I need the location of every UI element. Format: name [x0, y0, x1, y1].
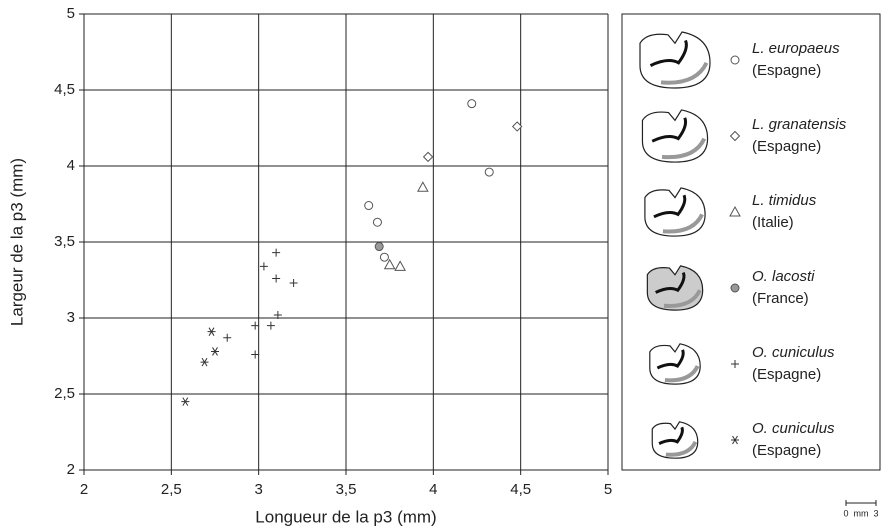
legend-marker	[731, 360, 739, 368]
x-axis-label: Longueur de la p3 (mm)	[255, 507, 436, 526]
marker-filled-circle	[374, 242, 384, 252]
x-tick-label: 4	[429, 481, 437, 498]
legend-locality: (Espagne)	[752, 62, 821, 79]
scale-bar	[845, 500, 877, 506]
x-tick-label: 3,5	[336, 481, 357, 498]
marker-plus	[259, 262, 268, 271]
marker-plus	[272, 274, 281, 283]
marker-plus	[289, 279, 298, 288]
legend-locality: (Espagne)	[752, 366, 821, 383]
marker-asterisk	[211, 347, 219, 356]
tooth-enamel	[665, 440, 698, 457]
legend-name: O. cuniculus	[752, 420, 835, 437]
tooth-fold	[656, 349, 685, 370]
marker-diamond	[422, 151, 434, 163]
marker-circle	[364, 201, 374, 211]
marker-triangle	[417, 181, 429, 192]
y-tick-label: 3	[67, 309, 75, 326]
legend-locality: (France)	[752, 290, 809, 307]
tooth-fold	[658, 426, 684, 446]
tooth-enamel	[663, 289, 702, 308]
x-tick-label: 2	[80, 481, 88, 498]
legend-marker	[730, 55, 740, 65]
marker-plus	[266, 321, 275, 330]
scale-unit: mm	[854, 508, 869, 518]
marker-circle	[379, 252, 389, 262]
tooth-enamel	[660, 61, 709, 85]
marker-plus	[251, 321, 260, 330]
y-tick-label: 2	[67, 461, 75, 478]
tooth-fold	[651, 117, 688, 143]
legend-name: L. europaeus	[752, 40, 840, 57]
scale-end: 3	[873, 508, 878, 518]
marker-circle	[484, 167, 494, 177]
legend-name: L. timidus	[752, 192, 817, 209]
marker-diamond	[511, 121, 523, 132]
y-axis-label: Largeur de la p3 (mm)	[7, 158, 26, 326]
legend-box	[621, 13, 881, 471]
tooth-fold	[649, 39, 688, 67]
x-tick-label: 4,5	[510, 481, 531, 498]
marker-asterisk	[181, 397, 190, 406]
marker-circle	[372, 217, 382, 227]
scale-start: 0	[843, 508, 848, 518]
legend-locality: (Espagne)	[752, 442, 821, 459]
y-tick-label: 3,5	[54, 233, 75, 250]
y-tick-label: 2,5	[54, 385, 75, 402]
marker-plus	[251, 350, 260, 359]
legend-name: O. cuniculus	[752, 344, 835, 361]
y-tick-label: 4	[67, 157, 75, 174]
x-tick-label: 2,5	[161, 481, 182, 498]
marker-plus	[223, 333, 232, 342]
legend-locality: (Italie)	[752, 214, 794, 231]
marker-triangle	[383, 258, 396, 270]
legend-marker	[729, 205, 741, 217]
y-tick-label: 5	[67, 5, 75, 22]
legend-marker	[729, 130, 741, 142]
tooth-fold	[654, 271, 686, 294]
marker-asterisk	[200, 357, 209, 367]
marker-plus	[273, 310, 282, 319]
x-tick-label: 3	[254, 481, 262, 498]
marker-asterisk	[207, 327, 216, 336]
tooth-fold	[653, 194, 687, 219]
marker-circle	[467, 99, 477, 109]
legend-name: O. lacosti	[752, 268, 815, 285]
legend-name: L. granatensis	[752, 116, 847, 133]
y-tick-label: 4,5	[54, 81, 75, 98]
x-tick-label: 5	[604, 481, 612, 498]
legend-marker	[731, 435, 739, 445]
marker-plus	[272, 248, 281, 257]
tooth-enamel	[664, 365, 700, 383]
tooth-enamel	[661, 137, 707, 160]
legend-locality: (Espagne)	[752, 138, 821, 155]
tooth-enamel	[662, 213, 704, 234]
marker-triangle	[394, 260, 406, 271]
legend-marker	[730, 283, 740, 293]
